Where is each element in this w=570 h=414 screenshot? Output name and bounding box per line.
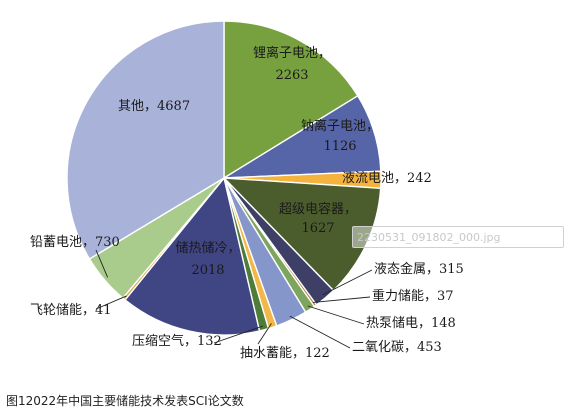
slice-13 <box>66 20 225 260</box>
slice-label-10: 储热储冷， 2018 <box>175 241 240 278</box>
slice-10 <box>124 176 261 336</box>
leader-line-9 <box>213 325 264 344</box>
slice-label-13: 其他，4687 <box>118 99 190 114</box>
figure-caption: 图12022年中国主要储能技术发表SCI论文数 <box>6 394 244 408</box>
slice-label-2: 液流电池，242 <box>342 171 432 186</box>
slice-label-6: 热泵储电，148 <box>366 316 456 331</box>
leader-line-11 <box>95 295 127 310</box>
leader-lines <box>95 249 373 349</box>
slice-label-3: 超级电容器， 1627 <box>279 201 357 236</box>
slice-label-0: 锂离子电池， 2263 <box>253 45 331 83</box>
slice-label-1: 钠离子电池， 1126 <box>301 118 379 154</box>
slice-0 <box>223 20 359 180</box>
leader-line-7 <box>289 315 351 349</box>
leader-line-5 <box>313 296 371 303</box>
slice-label-11: 飞轮储能，41 <box>30 303 112 318</box>
slice-label-5: 重力储能，37 <box>372 288 454 304</box>
slice-3 <box>222 177 382 292</box>
slice-labels: 锂离子电池， 2263 钠离子电池， 1126 液流电池，242 超级电容器， 1627 液态… <box>30 45 464 361</box>
slice-label-7: 二氧化碳，453 <box>352 340 442 355</box>
slice-label-4: 液态金属，315 <box>374 261 464 277</box>
leader-line-6 <box>307 305 365 325</box>
slice-label-12: 铅蓄电池，730 <box>30 235 120 250</box>
leader-line-8 <box>257 323 272 345</box>
slice-label-9: 压缩空气，132 <box>132 333 222 349</box>
slice-label-8: 抽水蓄能，122 <box>240 346 330 361</box>
pie-slices <box>66 20 382 336</box>
leader-line-4 <box>322 269 373 296</box>
leader-line-12 <box>95 249 109 278</box>
filename-watermark: 2230531_091802_000.jpg <box>352 226 564 248</box>
